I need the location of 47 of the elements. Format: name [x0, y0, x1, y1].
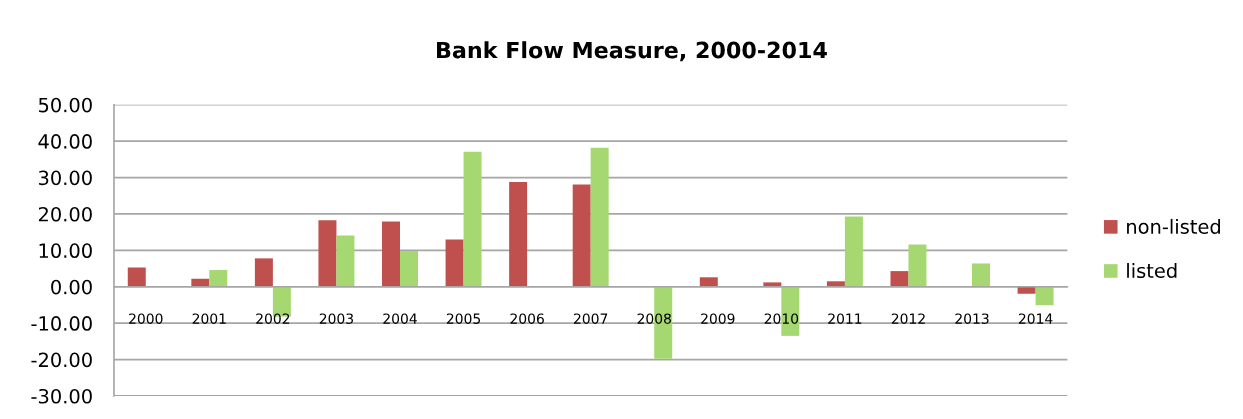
bar	[445, 239, 464, 287]
x-tick-label: 2014	[1018, 313, 1053, 324]
bar	[763, 282, 782, 287]
bar	[318, 220, 337, 287]
y-tick-label: -10.00	[31, 316, 92, 331]
bar	[844, 216, 863, 287]
x-tick-label: 2001	[192, 313, 226, 324]
x-tick-label: 2008	[637, 313, 671, 324]
bar	[509, 181, 528, 287]
y-tick-label: -30.00	[31, 388, 92, 404]
x-tick-label: 2002	[256, 313, 290, 324]
bar	[254, 258, 273, 287]
y-tick-label: 20.00	[38, 206, 92, 222]
x-tick-label: 2012	[891, 313, 925, 324]
bar	[699, 277, 718, 287]
x-tick-label: 2000	[129, 313, 163, 324]
bar	[590, 147, 609, 287]
x-tick-label: 2009	[701, 313, 735, 324]
x-tick-label: 2007	[574, 313, 608, 324]
x-tick-label: 2006	[510, 313, 544, 324]
x-tick-label: 2010	[764, 313, 799, 324]
legend-label: non-listed	[1127, 218, 1220, 234]
x-tick-label: 2005	[446, 313, 481, 324]
x-tick-label: 2003	[319, 313, 353, 324]
bar	[826, 281, 845, 287]
y-tick-label: -20.00	[31, 352, 92, 368]
chart-title: Bank Flow Measure, 2000-2014	[437, 41, 827, 62]
bar	[890, 271, 909, 287]
bar	[908, 244, 927, 287]
y-tick-label: 30.00	[38, 170, 92, 186]
bar	[972, 263, 991, 287]
y-tick-label: 10.00	[39, 243, 92, 259]
bar	[209, 270, 228, 287]
bar	[382, 221, 400, 287]
y-tick-label: 40.00	[38, 134, 92, 149]
bar	[463, 151, 482, 287]
bar	[127, 267, 146, 287]
x-tick-label: 2011	[828, 313, 862, 324]
x-tick-label: 2013	[955, 313, 989, 324]
bar	[572, 184, 591, 287]
legend-label: listed	[1127, 262, 1177, 279]
bar	[400, 251, 418, 287]
y-tick-label: 50.00	[38, 97, 92, 113]
bar	[336, 235, 355, 287]
bar	[1035, 286, 1054, 306]
y-tick-label: 0.00	[51, 279, 92, 295]
x-tick-label: 2004	[383, 313, 417, 324]
